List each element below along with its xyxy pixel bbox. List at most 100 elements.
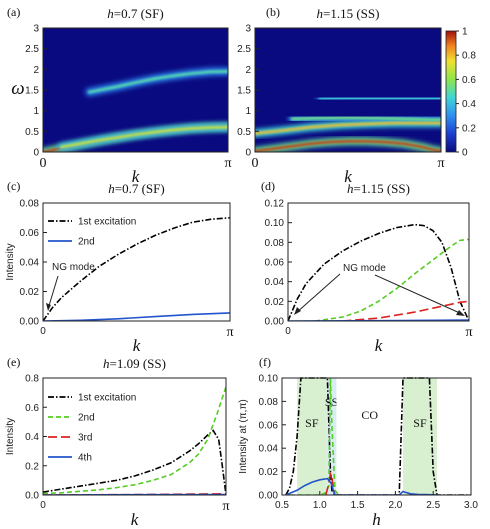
y-tick-label: 0.12 xyxy=(265,199,285,210)
y-tick-label: 3 xyxy=(245,24,251,35)
x-axis-label: k xyxy=(132,167,140,186)
legend-label: 4th xyxy=(78,453,92,464)
annotation-arrow xyxy=(295,273,341,314)
y-tick-label: 0.02 xyxy=(265,297,285,308)
colorbar-tick-label: 0.2 xyxy=(462,123,476,134)
y-tick-label: 2.5 xyxy=(237,44,251,55)
series-group xyxy=(43,217,230,322)
y-tick-label: 1.5 xyxy=(25,86,39,97)
series-line xyxy=(43,312,230,322)
x-tick-label: 0 xyxy=(40,326,46,337)
x-tick-label: 0 xyxy=(252,156,259,171)
x-tick-label: 2.0 xyxy=(388,500,402,511)
y-tick-label: 0.5 xyxy=(25,127,39,138)
y-tick-label: 0.10 xyxy=(259,374,279,385)
y-tick-label: 0.06 xyxy=(20,228,40,239)
panel-c: (c) h=0.7 (SF) 0.00 0.02 0.04 0.06 0.08 0 π k Inte… xyxy=(5,179,234,355)
y-tick-label: 1 xyxy=(33,106,39,117)
x-axis-label: h xyxy=(372,510,381,529)
x-tick-label: 1.0 xyxy=(313,500,327,511)
y-tick-label: 0 xyxy=(245,148,251,159)
band-line xyxy=(88,70,228,94)
colorbar-tick-label: 0.8 xyxy=(462,51,476,62)
panel-title: h=1.15 (SS) xyxy=(347,181,410,196)
series-line xyxy=(288,223,469,322)
panel-label: (a) xyxy=(7,5,20,19)
x-tick-label: 2.5 xyxy=(426,500,440,511)
annotation-arrow xyxy=(47,275,59,310)
arrow-head xyxy=(46,303,51,311)
plot-background xyxy=(43,203,230,321)
y-axis-label: Intensity xyxy=(5,418,16,455)
x-tick-label: 3.0 xyxy=(464,500,478,511)
panel-label: (e) xyxy=(7,355,20,369)
band-group xyxy=(43,67,228,152)
series-line xyxy=(43,217,230,322)
x-axis-label: k xyxy=(131,510,139,529)
y-tick-label: 0.8 xyxy=(25,374,39,385)
panel-title: h=1.09 (SS) xyxy=(103,356,166,371)
legend-label: 2nd xyxy=(78,237,95,248)
y-tick-label: 1.5 xyxy=(237,86,251,97)
x-tick-label: 0 xyxy=(40,500,46,511)
series-line xyxy=(342,300,469,322)
x-tick-label: 0 xyxy=(40,156,47,171)
panel-label: (d) xyxy=(261,179,275,193)
legend-label: 1st excitation xyxy=(78,217,136,228)
y-tick-label: 0.00 xyxy=(259,491,279,502)
panel-title: h=1.15 (SS) xyxy=(317,6,380,21)
panel-title: h=0.7 (SF) xyxy=(108,181,164,196)
x-axis-label: k xyxy=(375,336,383,355)
x-tick-label: π xyxy=(437,156,444,171)
y-tick-label: 0.04 xyxy=(20,258,40,269)
arrow-head xyxy=(294,307,301,315)
arrow-head xyxy=(456,310,465,316)
y-tick-label: 0.00 xyxy=(265,317,285,328)
panel-a: (a) h=0.7 (SF) 0 0.5 1 1.5 2 2.5 3 0 π k ω xyxy=(7,5,232,186)
x-tick-label: 0.5 xyxy=(275,500,289,511)
panel-label: (f) xyxy=(259,355,271,369)
annotation-text: NG mode xyxy=(52,262,95,273)
x-tick-label: π xyxy=(465,325,472,340)
series-line xyxy=(314,238,469,322)
y-tick-label: 0.6 xyxy=(25,403,39,414)
panel-title: h=0.7 (SF) xyxy=(107,6,163,21)
y-tick-label: 1 xyxy=(245,106,251,117)
x-tick-label: π xyxy=(226,325,233,340)
plot-frame xyxy=(281,377,472,496)
y-tick-label: 0.02 xyxy=(259,467,279,478)
colorbar-tick-label: 1 xyxy=(462,27,468,38)
legend-label: 3rd xyxy=(78,433,92,444)
annotation-arrow xyxy=(374,274,463,315)
y-tick-label: 0.04 xyxy=(265,277,285,288)
phase-region xyxy=(326,378,337,495)
x-tick-label: π xyxy=(224,156,231,171)
y-tick-label: 0.04 xyxy=(259,444,279,455)
y-tick-label: 0.0 xyxy=(25,491,39,502)
colorbar-tick-label: 0.4 xyxy=(462,99,476,110)
x-tick-label: 0 xyxy=(285,326,291,337)
colorbar-gradient xyxy=(445,30,457,153)
y-tick-label: 0.08 xyxy=(265,238,285,249)
y-axis-label: Intensity at (π,π) xyxy=(238,399,249,473)
y-tick-label: 0.5 xyxy=(237,127,251,138)
y-tick-label: 0.08 xyxy=(20,199,40,210)
panel-label: (b) xyxy=(266,5,280,19)
colorbar-tick-label: 0.6 xyxy=(462,75,476,86)
legend-label: 2nd xyxy=(78,413,95,424)
panel-e: (e) h=1.09 (SS) 0.0 0.2 0.4 0.6 0.8 0 π k Intensit… xyxy=(5,355,230,529)
y-tick-label: 0.2 xyxy=(25,461,39,472)
region-label: SF xyxy=(305,416,319,430)
y-tick-label: 0.4 xyxy=(25,432,39,443)
colorbar: 1 0.8 0.6 0.4 0.2 0 xyxy=(445,27,476,159)
plot-background xyxy=(288,203,469,321)
phase-region xyxy=(336,378,403,495)
region-label: CO xyxy=(361,408,378,422)
panel-label: (c) xyxy=(7,179,20,193)
x-tick-label: π xyxy=(222,499,229,514)
colorbar-tick-label: 0 xyxy=(462,148,468,159)
band-group xyxy=(255,94,441,152)
y-tick-label: 0.08 xyxy=(259,397,279,408)
